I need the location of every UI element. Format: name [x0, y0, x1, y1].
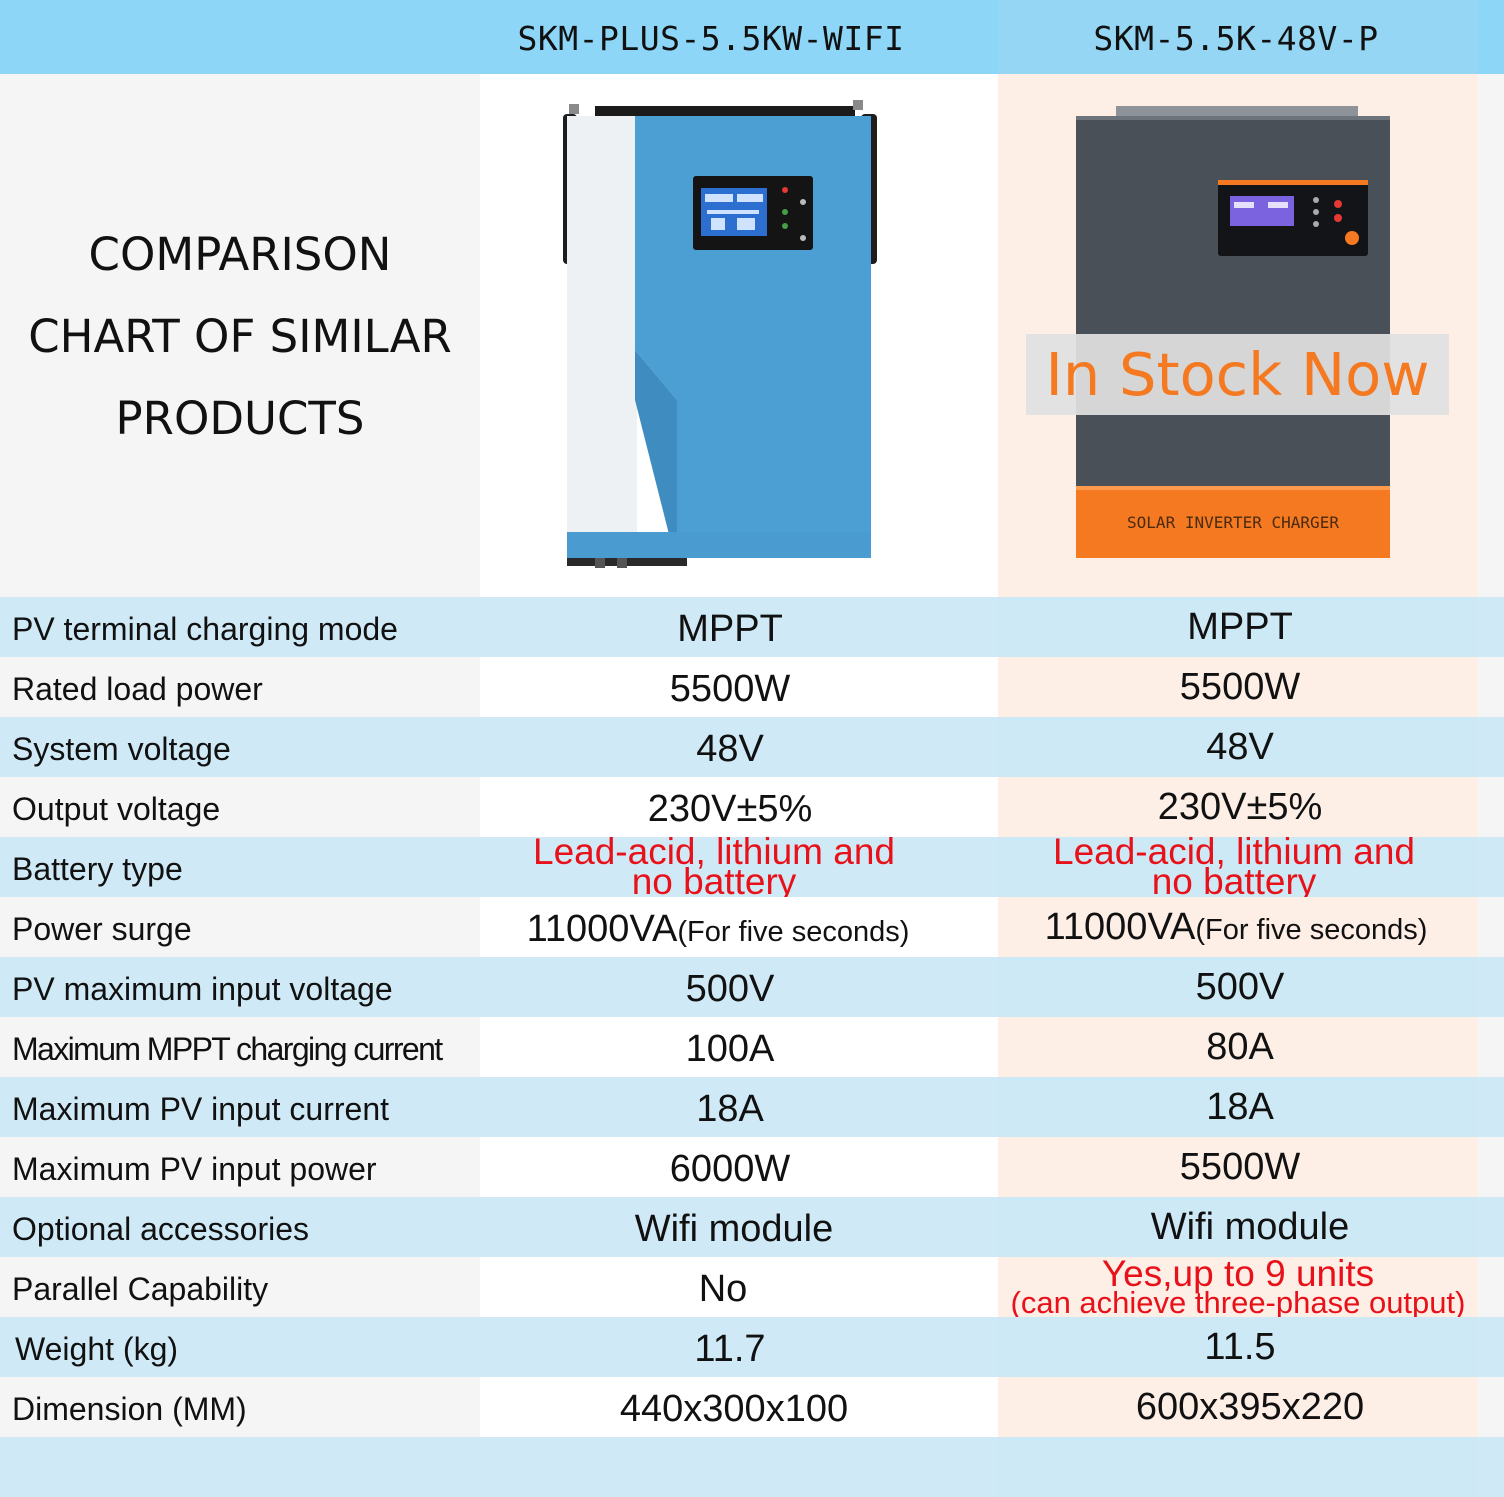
- spec-row: Maximum MPPT charging current 100A 80A: [0, 1017, 1504, 1077]
- spec-label: Maximum PV input current: [12, 1091, 390, 1127]
- spec-row: Power surge 11000VA(For five seconds) 11…: [0, 897, 1504, 957]
- surge-value: 11000VA: [526, 908, 678, 950]
- spec-label: Rated load power: [12, 671, 263, 707]
- spec-value-product-1: 6000W: [669, 1148, 791, 1190]
- spec-row: Rated load power 5500W 5500W: [0, 657, 1504, 717]
- spec-label: Optional accessories: [12, 1211, 310, 1247]
- battery-type-line-2: no battery: [631, 861, 797, 902]
- spec-value-product-1: MPPT: [677, 608, 783, 650]
- spec-value-product-2: 5500W: [1179, 666, 1301, 708]
- parallel-line-2: (can achieve three-phase output): [1010, 1285, 1466, 1320]
- spec-value-product-2: 600x395x220: [1135, 1386, 1365, 1428]
- spec-value-product-2: 18A: [1206, 1086, 1274, 1128]
- spec-value-product-1: 11.7: [694, 1328, 766, 1370]
- in-stock-badge: In Stock Now: [1026, 334, 1449, 415]
- parallel-line-1: Yes,up to 9 units: [1101, 1253, 1375, 1294]
- spec-label: PV maximum input voltage: [12, 971, 393, 1007]
- spec-value-product-1: 440x300x100: [619, 1388, 849, 1430]
- spec-label: Weight (kg): [15, 1331, 179, 1367]
- spec-row: Dimension (MM) 440x300x100 600x395x220: [0, 1377, 1504, 1437]
- spec-label: Output voltage: [12, 791, 221, 827]
- spec-label: Maximum PV input power: [12, 1151, 377, 1187]
- spec-label: PV terminal charging mode: [12, 611, 398, 647]
- battery-type-line-2: no battery: [1151, 861, 1317, 902]
- surge-note: (For five seconds): [677, 916, 910, 948]
- spec-value-product-1: 18A: [696, 1088, 764, 1130]
- product-2-title: SKM-5.5K-48V-P: [1093, 19, 1379, 58]
- spec-value-product-2: Lead-acid, lithium and no battery: [998, 831, 1470, 902]
- spec-label: Parallel Capability: [12, 1271, 269, 1307]
- spec-row: PV terminal charging mode MPPT MPPT: [0, 597, 1504, 657]
- spec-value-product-1: 5500W: [669, 668, 791, 710]
- spec-row: System voltage 48V 48V: [0, 717, 1504, 777]
- spec-value-product-2: 5500W: [1179, 1146, 1301, 1188]
- spec-row: Weight (kg) 11.7 11.5: [0, 1317, 1504, 1377]
- spec-label: Dimension (MM): [12, 1391, 247, 1427]
- spec-value-product-1: 500V: [685, 968, 775, 1010]
- spec-value-product-2: 48V: [1206, 726, 1274, 768]
- header-band-right: [998, 0, 1478, 74]
- spec-value-product-2: Wifi module: [1150, 1206, 1350, 1248]
- heading-line-3: PRODUCTS: [115, 392, 365, 445]
- chart-heading: COMPARISON CHART OF SIMILAR PRODUCTS: [0, 214, 480, 460]
- spec-value-product-2: 500V: [1195, 966, 1285, 1008]
- spec-row: Optional accessories Wifi module Wifi mo…: [0, 1197, 1504, 1257]
- panel-label: SOLAR INVERTER CHARGER: [1127, 513, 1339, 532]
- spec-value-product-1: 230V±5%: [647, 788, 813, 830]
- surge-value: 11000VA: [1044, 906, 1196, 948]
- spec-row: Parallel Capability No Yes,up to 9 units…: [0, 1253, 1504, 1320]
- spec-value-product-1: Lead-acid, lithium and no battery: [480, 831, 948, 902]
- spec-label: Maximum MPPT charging current: [12, 1031, 443, 1067]
- spec-row: Maximum PV input current 18A 18A: [0, 1077, 1504, 1137]
- spec-row: Battery type Lead-acid, lithium and no b…: [0, 831, 1504, 902]
- spec-row: PV maximum input voltage 500V 500V: [0, 957, 1504, 1017]
- surge-note: (For five seconds): [1195, 914, 1428, 946]
- spec-value-product-2: Yes,up to 9 units (can achieve three-pha…: [978, 1253, 1498, 1320]
- product-1-image: [563, 100, 877, 568]
- bottom-band: [0, 1437, 1504, 1497]
- spec-row: Maximum PV input power 6000W 5500W: [0, 1137, 1504, 1197]
- spec-value-product-1: 48V: [696, 728, 764, 770]
- spec-value-product-2: 230V±5%: [1157, 786, 1323, 828]
- battery-type-line-1: Lead-acid, lithium and: [1053, 831, 1415, 872]
- spec-value-product-2: 11000VA(For five seconds): [1008, 897, 1464, 957]
- spec-label: Battery type: [12, 851, 183, 887]
- spec-value-product-2: 80A: [1206, 1026, 1274, 1068]
- spec-value-product-1: No: [698, 1268, 748, 1310]
- spec-value-product-2: MPPT: [1187, 606, 1293, 648]
- spec-value-product-1: 100A: [685, 1028, 775, 1070]
- product-2-image: SOLAR INVERTER CHARGER: [1076, 106, 1390, 558]
- heading-line-2: CHART OF SIMILAR: [28, 310, 452, 363]
- battery-type-line-1: Lead-acid, lithium and: [533, 831, 895, 872]
- spec-label: System voltage: [12, 731, 231, 767]
- spec-value-product-2: 11.5: [1204, 1326, 1276, 1368]
- product-1-title: SKM-PLUS-5.5KW-WIFI: [517, 19, 905, 58]
- spec-value-product-1: 11000VA(For five seconds): [490, 897, 946, 957]
- spec-row: Output voltage 230V±5% 230V±5%: [0, 777, 1504, 837]
- heading-line-1: COMPARISON: [88, 228, 392, 281]
- spec-value-product-1: Wifi module: [634, 1208, 834, 1250]
- spec-label: Power surge: [12, 911, 192, 947]
